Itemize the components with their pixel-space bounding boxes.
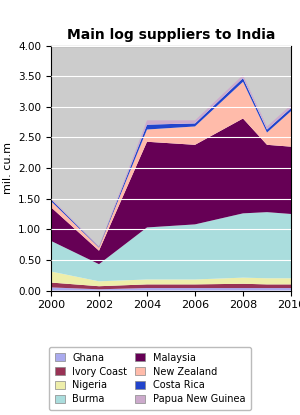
Y-axis label: mil. cu.m: mil. cu.m (3, 142, 13, 194)
Legend: Ghana, Ivory Coast, Nigeria, Burma, Malaysia, New Zealand, Costa Rica, Papua New: Ghana, Ivory Coast, Nigeria, Burma, Mala… (49, 347, 251, 410)
Title: Main log suppliers to India: Main log suppliers to India (67, 28, 275, 42)
